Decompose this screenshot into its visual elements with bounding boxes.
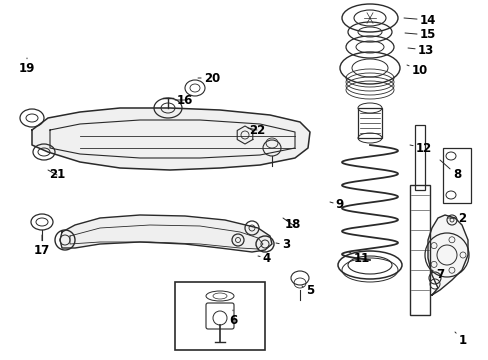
Text: 15: 15 [404,28,435,41]
Text: 3: 3 [275,238,289,252]
Text: 1: 1 [454,332,466,346]
Text: 19: 19 [19,58,35,75]
Bar [175,282,264,350]
Text: 16: 16 [175,94,193,107]
Text: 11: 11 [348,252,369,265]
Text: 20: 20 [198,72,220,85]
Bar [409,185,429,315]
Text: 6: 6 [228,310,237,327]
Text: 8: 8 [439,160,460,181]
Text: 5: 5 [302,284,313,297]
Bar [414,125,424,190]
Text: 10: 10 [406,63,427,77]
Text: 9: 9 [329,198,344,211]
Text: 21: 21 [48,168,65,181]
Text: 2: 2 [447,211,465,225]
Text: 4: 4 [258,252,270,265]
Text: 7: 7 [431,269,443,282]
Polygon shape [427,215,467,295]
Bar [357,108,381,138]
Text: 13: 13 [407,44,433,57]
Bar [442,148,470,203]
Text: 18: 18 [283,218,301,231]
Text: 17: 17 [34,235,50,256]
Polygon shape [60,215,271,252]
Text: 22: 22 [247,123,264,136]
Text: 14: 14 [403,13,435,27]
Text: 12: 12 [409,141,431,154]
Polygon shape [32,108,309,170]
